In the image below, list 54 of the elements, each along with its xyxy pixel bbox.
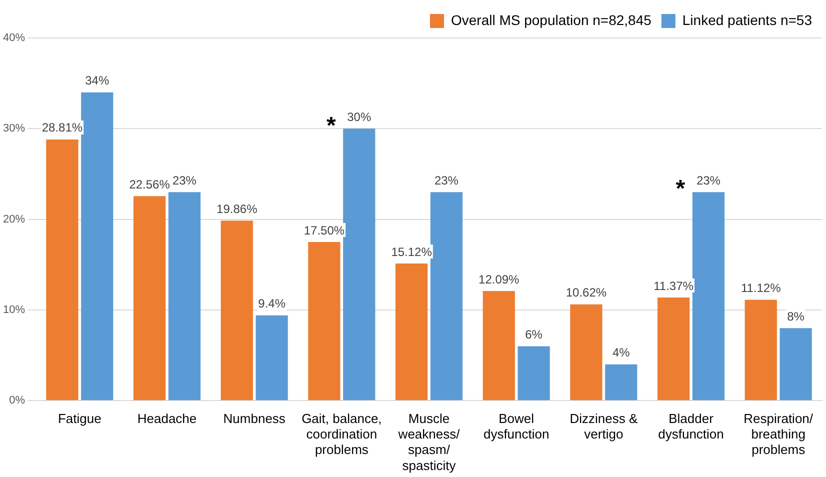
bar (780, 328, 812, 400)
bar (343, 128, 376, 400)
data-label: 8% (787, 309, 805, 324)
bar (220, 220, 253, 400)
x-tick-label: Fatigue (58, 410, 102, 426)
data-label: 23% (434, 173, 459, 188)
bar (692, 192, 725, 400)
x-tick-label: Respiration/ breathing problems (744, 410, 814, 458)
data-label: 22.56% (129, 177, 170, 192)
bar (395, 264, 428, 400)
data-label: 15.12% (391, 244, 432, 259)
bar (518, 346, 550, 400)
bar (46, 139, 78, 400)
data-label: 11.12% (740, 281, 782, 296)
data-label: 6% (525, 328, 543, 342)
bar (605, 364, 638, 400)
data-label: 23% (696, 173, 721, 188)
bar (133, 196, 166, 400)
annotation: * (326, 112, 336, 140)
y-tick-label: 0% (9, 394, 26, 407)
y-tick-label: 10% (2, 304, 26, 316)
x-tick-label: Bladder dysfunction (658, 410, 724, 442)
annotation: * (676, 176, 686, 203)
x-tick-label: Headache (137, 410, 197, 426)
bar (81, 92, 114, 400)
data-label: 19.86% (216, 202, 258, 216)
data-label: 30% (347, 110, 372, 124)
bar (570, 304, 602, 400)
data-label: 12.09% (478, 272, 520, 286)
y-tick-label: 20% (2, 213, 26, 226)
y-tick-label: 40% (2, 32, 26, 44)
data-label: 11.37% (654, 278, 694, 293)
bar (256, 315, 288, 400)
data-label: 34% (85, 74, 110, 88)
bar (430, 192, 463, 400)
x-tick-label: Numbness (223, 410, 286, 426)
legend-label: Overall MS population n=82,845 (450, 12, 652, 28)
bar (482, 291, 515, 400)
bar (744, 300, 777, 400)
data-label: 9.4% (258, 296, 286, 311)
y-tick-label: 30% (2, 122, 26, 135)
x-tick-label: Dizziness & vertigo (570, 410, 638, 442)
bar (657, 298, 690, 400)
bar (168, 192, 201, 400)
bar (308, 242, 340, 400)
data-label: 23% (172, 173, 197, 188)
x-tick-label: Gait, balance, coordination problems (302, 410, 382, 458)
data-label: 28.81% (42, 120, 83, 135)
data-label: 4% (612, 346, 630, 360)
x-tick-label: Bowel dysfunction (483, 410, 550, 442)
data-label: 17.50% (304, 223, 345, 238)
legend-label: Linked patients n=53 (682, 12, 812, 28)
x-tick-label: Muscle weakness/ spasm/ spasticity (397, 410, 460, 473)
data-label: 10.62% (566, 286, 607, 300)
